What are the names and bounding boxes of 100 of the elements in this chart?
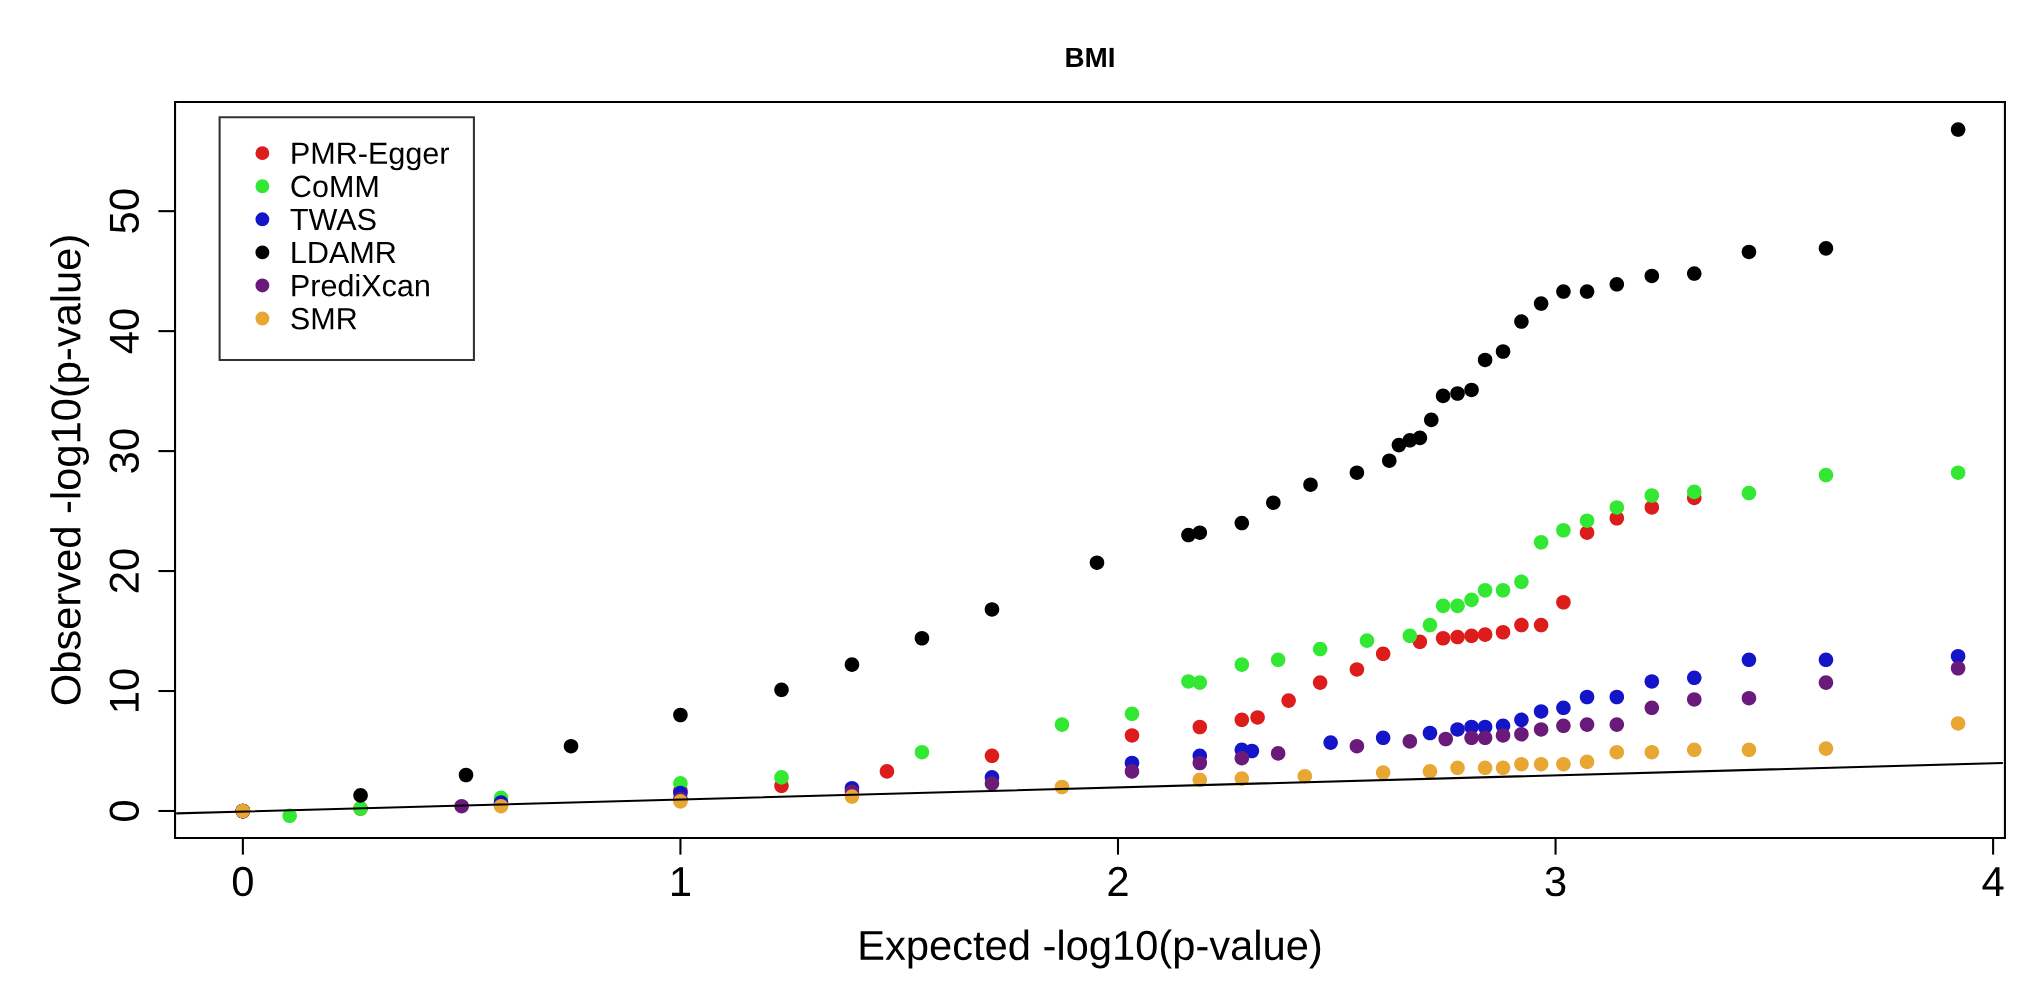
point (1950, 122, 1966, 137)
y-tick-label: 30 (109, 429, 140, 473)
point (1950, 465, 1966, 480)
y-tick-label: 50 (109, 189, 140, 233)
point (1438, 731, 1454, 747)
point (1435, 598, 1451, 614)
point (1281, 693, 1296, 708)
point (984, 602, 1000, 617)
point (1533, 756, 1549, 772)
point (1312, 675, 1328, 690)
point (1579, 754, 1595, 770)
point (1609, 689, 1625, 705)
point (1609, 744, 1625, 760)
point (1124, 764, 1140, 779)
point (1303, 477, 1318, 492)
point (1609, 717, 1625, 732)
point (774, 770, 789, 785)
point (1609, 500, 1625, 515)
x-tick-label: 1 (672, 867, 690, 896)
legend-label: PrediXcan (292, 273, 429, 297)
point (1349, 662, 1365, 677)
point (1266, 495, 1281, 510)
point (1579, 717, 1595, 732)
point (1686, 692, 1702, 707)
point (1686, 266, 1702, 281)
point (1402, 734, 1418, 749)
point (1644, 700, 1660, 716)
point (1381, 453, 1397, 468)
point (1412, 430, 1428, 446)
x-tick-label: 2 (1108, 866, 1128, 896)
point (1375, 646, 1391, 662)
point (1609, 277, 1625, 292)
point (914, 630, 930, 646)
point (1464, 592, 1479, 608)
point (1495, 760, 1511, 776)
point (1514, 617, 1529, 633)
point (1644, 268, 1660, 284)
point (1533, 534, 1549, 550)
point (1514, 314, 1529, 329)
point (1464, 730, 1479, 746)
point (1514, 726, 1529, 742)
point (1741, 742, 1757, 758)
point (1556, 284, 1571, 299)
point (1450, 722, 1465, 737)
x-axis-title: Expected -log10(p-value) (860, 929, 1321, 969)
point (1234, 657, 1250, 672)
legend-label: PMR-Egger (292, 142, 449, 171)
point (1089, 555, 1105, 570)
legend-label: TWAS (290, 208, 376, 231)
point (1435, 630, 1451, 646)
point (1556, 718, 1571, 734)
point (1514, 756, 1529, 772)
y-tick-label: 40 (109, 309, 140, 354)
legend-label: SMR (291, 307, 357, 330)
point (1818, 652, 1834, 668)
point (458, 767, 474, 783)
point (1818, 675, 1834, 690)
point (1556, 756, 1571, 772)
point (1741, 690, 1757, 706)
y-tick-label: 0 (109, 801, 140, 821)
point (1349, 738, 1365, 754)
point (1950, 660, 1966, 676)
point (1450, 598, 1465, 614)
point (774, 682, 789, 698)
point (1818, 467, 1834, 483)
point (1644, 674, 1660, 689)
point (1741, 244, 1757, 260)
point (1312, 641, 1328, 657)
point (1192, 719, 1208, 735)
point (1495, 728, 1511, 743)
point (1644, 488, 1660, 503)
point (1422, 617, 1438, 633)
point (1495, 624, 1511, 640)
point (1450, 760, 1465, 776)
point (1477, 582, 1493, 598)
point (673, 707, 688, 723)
point (1686, 484, 1702, 500)
point (563, 738, 579, 754)
point (1450, 386, 1465, 401)
point (914, 744, 930, 760)
point (1349, 465, 1365, 480)
point (1234, 515, 1250, 531)
point (1477, 352, 1493, 368)
chart-title: BMI (1066, 47, 1114, 67)
point (1054, 717, 1070, 732)
y-axis-title: Observed -log10(p-value) (50, 236, 89, 705)
point (1686, 742, 1702, 758)
point (1579, 284, 1595, 299)
point (1556, 522, 1571, 538)
point (1124, 728, 1140, 743)
point (1818, 241, 1834, 256)
point (1435, 388, 1451, 404)
point (1741, 485, 1757, 501)
legend-label: LDAMR (292, 242, 396, 264)
point (879, 764, 895, 779)
point (1533, 617, 1549, 633)
point (984, 776, 1000, 791)
point (1375, 765, 1391, 780)
point (844, 657, 860, 672)
y-tick-label: 10 (109, 669, 140, 712)
